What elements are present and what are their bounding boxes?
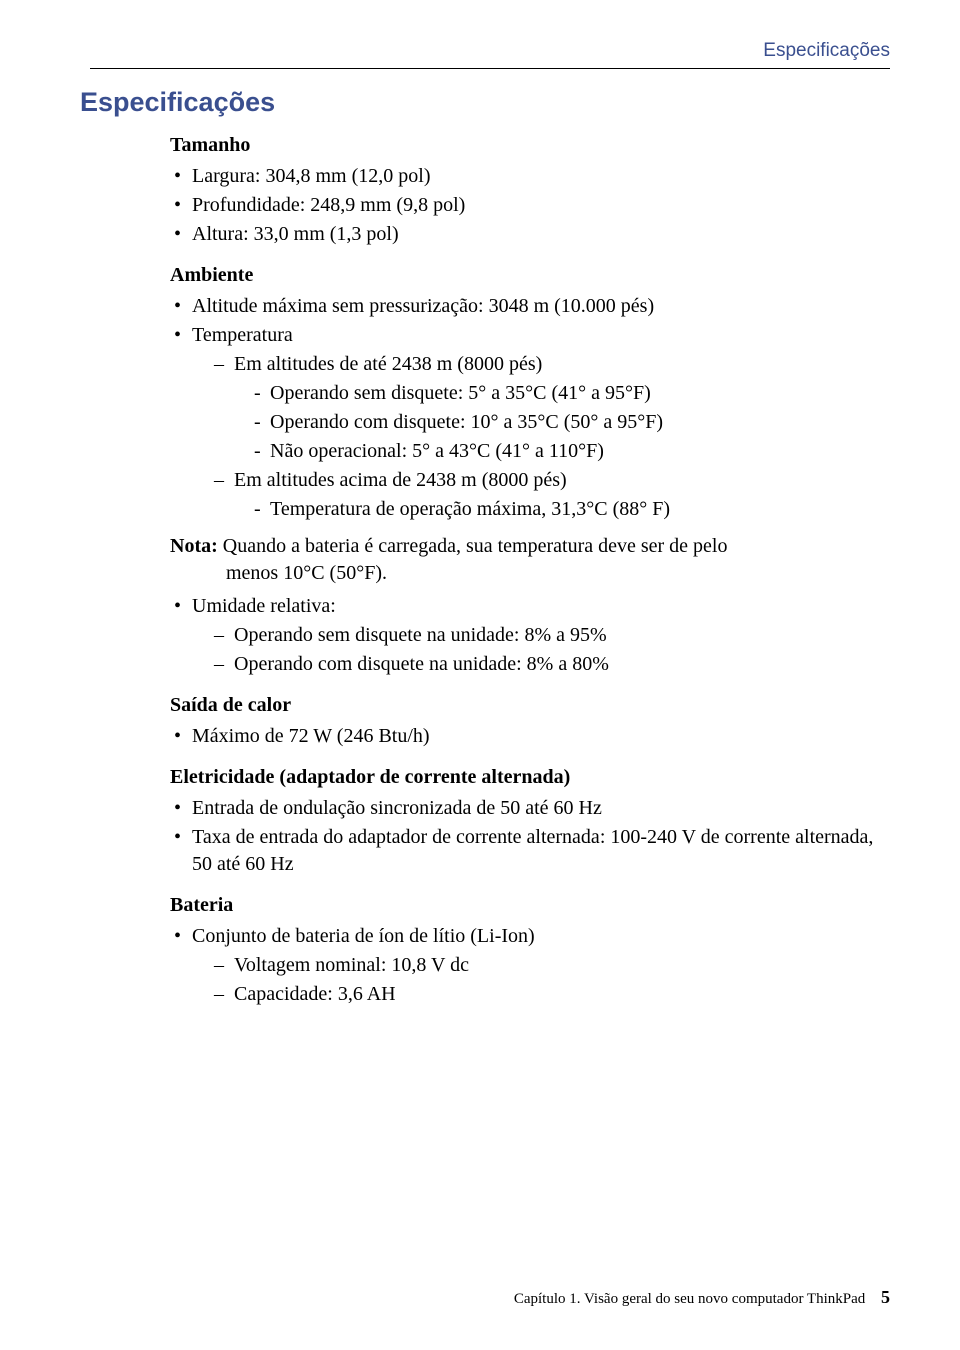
page-footer: Capítulo 1. Visão geral do seu novo comp… xyxy=(514,1287,890,1308)
section-heading-ambiente: Ambiente xyxy=(170,262,890,289)
list-item: Operando com disquete na unidade: 8% a 8… xyxy=(214,651,890,678)
list-item: Operando com disquete: 10° a 35°C (50° a… xyxy=(254,409,890,436)
list-item: Entrada de ondulação sincronizada de 50 … xyxy=(170,795,890,822)
temperatura-groups: Em altitudes de até 2438 m (8000 pés) Op… xyxy=(214,351,890,523)
list-item: Temperatura Em altitudes de até 2438 m (… xyxy=(170,322,890,523)
note-text-line2: menos 10°C (50°F). xyxy=(226,560,890,587)
group-label: Em altitudes de até 2438 m (8000 pés) xyxy=(234,353,542,375)
note-block: Nota: Quando a bateria é carregada, sua … xyxy=(170,533,890,587)
bateria-subitems: Voltagem nominal: 10,8 V dc Capacidade: … xyxy=(214,952,890,1008)
page: Especificações Especificações Tamanho La… xyxy=(0,0,960,1350)
list-item: Máximo de 72 W (246 Btu/h) xyxy=(170,723,890,750)
list-item: Taxa de entrada do adaptador de corrente… xyxy=(170,824,890,878)
list-item: Altitude máxima sem pressurização: 3048 … xyxy=(170,293,890,320)
umidade-label: Umidade relativa: xyxy=(192,595,336,617)
list-item: Umidade relativa: Operando sem disquete … xyxy=(170,593,890,678)
footer-text: Capítulo 1. Visão geral do seu novo comp… xyxy=(514,1291,865,1307)
umidade-list: Umidade relativa: Operando sem disquete … xyxy=(170,593,890,678)
list-item: Não operacional: 5° a 43°C (41° a 110°F) xyxy=(254,438,890,465)
page-title: Especificações xyxy=(80,87,890,118)
list-item: Profundidade: 248,9 mm (9,8 pol) xyxy=(170,192,890,219)
section-heading-tamanho: Tamanho xyxy=(170,132,890,159)
tamanho-list: Largura: 304,8 mm (12,0 pol) Profundidad… xyxy=(170,163,890,248)
group-label: Em altitudes acima de 2438 m (8000 pés) xyxy=(234,469,567,491)
running-header: Especificações xyxy=(90,40,890,62)
note-label: Nota: xyxy=(170,535,218,557)
section-heading-eletricidade: Eletricidade (adaptador de corrente alte… xyxy=(170,764,890,791)
umidade-items: Operando sem disquete na unidade: 8% a 9… xyxy=(214,622,890,678)
list-item: Capacidade: 3,6 AH xyxy=(214,981,890,1008)
list-item: Largura: 304,8 mm (12,0 pol) xyxy=(170,163,890,190)
section-heading-saida: Saída de calor xyxy=(170,692,890,719)
content-body: Tamanho Largura: 304,8 mm (12,0 pol) Pro… xyxy=(170,132,890,1008)
bateria-bullet: Conjunto de bateria de íon de lítio (Li-… xyxy=(192,925,535,947)
section-heading-bateria: Bateria xyxy=(170,892,890,919)
group1-items: Operando sem disquete: 5° a 35°C (41° a … xyxy=(254,380,890,465)
list-item: Em altitudes acima de 2438 m (8000 pés) … xyxy=(214,467,890,523)
list-item: Em altitudes de até 2438 m (8000 pés) Op… xyxy=(214,351,890,465)
list-item: Operando sem disquete na unidade: 8% a 9… xyxy=(214,622,890,649)
list-item: Conjunto de bateria de íon de lítio (Li-… xyxy=(170,923,890,1008)
ambiente-list: Altitude máxima sem pressurização: 3048 … xyxy=(170,293,890,523)
footer-page-number: 5 xyxy=(881,1287,890,1307)
eletricidade-list: Entrada de ondulação sincronizada de 50 … xyxy=(170,795,890,878)
header-rule xyxy=(90,68,890,69)
list-item: Operando sem disquete: 5° a 35°C (41° a … xyxy=(254,380,890,407)
list-item: Altura: 33,0 mm (1,3 pol) xyxy=(170,221,890,248)
list-item: Temperatura de operação máxima, 31,3°C (… xyxy=(254,496,890,523)
list-item: Voltagem nominal: 10,8 V dc xyxy=(214,952,890,979)
note-text-line1: Quando a bateria é carregada, sua temper… xyxy=(223,535,728,557)
saida-list: Máximo de 72 W (246 Btu/h) xyxy=(170,723,890,750)
bateria-list: Conjunto de bateria de íon de lítio (Li-… xyxy=(170,923,890,1008)
group2-items: Temperatura de operação máxima, 31,3°C (… xyxy=(254,496,890,523)
temperatura-label: Temperatura xyxy=(192,324,293,346)
